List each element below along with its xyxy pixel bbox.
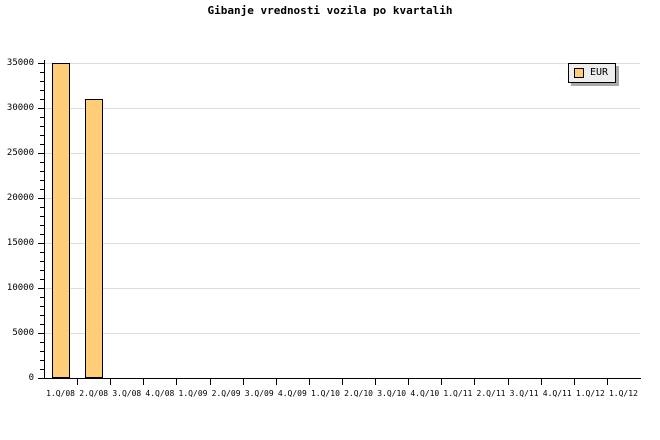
y-axis-tick-label: 35000 [6,58,34,68]
x-axis-tick [474,379,475,385]
y-axis-minor-tick [40,171,44,172]
x-axis-tick [176,379,177,385]
gridline [44,63,640,64]
x-axis-tick-label: 1.Q/09 [178,389,208,398]
y-axis-minor-tick [40,135,44,136]
x-axis-tick-label: 3.Q/10 [377,389,407,398]
y-axis-minor-tick [40,117,44,118]
x-axis-tick-label: 2.Q/09 [211,389,241,398]
y-axis-minor-tick [40,270,44,271]
gridline [44,288,640,289]
y-axis-minor-tick [40,144,44,145]
bar[interactable] [85,99,103,378]
x-axis-line [44,378,641,379]
y-axis-tick-label: 30000 [6,103,34,113]
y-axis-tick-label: 15000 [6,238,34,248]
x-axis-tick-label: 1.Q/11 [443,389,473,398]
y-axis-tick [38,378,44,379]
gridline [44,198,640,199]
x-axis-tick [110,379,111,385]
legend-label-eur: EUR [590,67,609,78]
y-axis-tick-label: 5000 [12,328,34,338]
x-axis-tick-label: 4.Q/09 [277,389,307,398]
y-axis-minor-tick [40,126,44,127]
x-axis-tick [276,379,277,385]
y-axis-tick-label: 0 [28,373,34,383]
x-axis-tick-label: 1.Q/08 [46,389,75,398]
x-axis-tick-label: 2.Q/11 [476,389,506,398]
y-axis-tick [38,243,44,244]
x-axis-tick [77,379,78,385]
x-axis-tick [243,379,244,385]
y-axis-tick [38,288,44,289]
x-axis-tick [375,379,376,385]
x-axis-tick-label: 2.Q/08 [79,389,109,398]
x-axis-tick [309,379,310,385]
y-axis-minor-tick [40,324,44,325]
y-axis-minor-tick [40,189,44,190]
y-axis-minor-tick [40,360,44,361]
x-axis-tick [508,379,509,385]
y-axis-tick [38,333,44,334]
y-axis-tick [38,153,44,154]
x-axis-tick-label: 4.Q/08 [145,389,175,398]
gridline [44,243,640,244]
x-axis-tick-label: 3.Q/09 [244,389,274,398]
y-axis-minor-tick [40,162,44,163]
x-axis-tick [607,379,608,385]
gridline [44,108,640,109]
x-axis-tick [143,379,144,385]
bar[interactable] [52,63,70,378]
y-axis-minor-tick [40,234,44,235]
y-axis-tick-label: 20000 [6,193,34,203]
x-axis-tick [408,379,409,385]
y-axis-minor-tick [40,261,44,262]
x-axis-tick-label: 2.Q/10 [344,389,373,398]
y-axis-minor-tick [40,306,44,307]
y-axis-minor-tick [40,351,44,352]
x-axis-tick [574,379,575,385]
y-axis-minor-tick [40,99,44,100]
plot-area [44,63,640,378]
y-axis-minor-tick [40,297,44,298]
x-axis-tick-label: 4.Q/10 [410,389,440,398]
legend-swatch-eur [574,68,584,78]
y-axis-tick [38,63,44,64]
x-axis-tick-label: 1.Q/10 [310,389,340,398]
x-axis-tick [541,379,542,385]
y-axis-minor-tick [40,252,44,253]
y-axis-minor-tick [40,315,44,316]
x-axis-tick-label: 3.Q/08 [112,389,142,398]
y-axis-minor-tick [40,90,44,91]
y-axis-minor-tick [40,369,44,370]
x-axis-tick-label: 1.Q/12 [608,389,638,398]
gridline [44,153,640,154]
y-axis-minor-tick [40,180,44,181]
chart-legend[interactable]: EUR [568,63,617,83]
y-axis-tick-label: 10000 [6,283,34,293]
x-axis-tick-label: 4.Q/11 [542,389,572,398]
y-axis-tick-label: 25000 [6,148,34,158]
y-axis-tick [38,198,44,199]
y-axis-line [44,60,45,379]
y-axis-minor-tick [40,342,44,343]
y-axis-minor-tick [40,279,44,280]
chart-title: Gibanje vrednosti vozila po kvartalih [207,4,453,17]
x-axis-tick-label: 1.Q/12 [575,389,605,398]
x-axis-tick [342,379,343,385]
y-axis-minor-tick [40,207,44,208]
y-axis-minor-tick [40,225,44,226]
y-axis-minor-tick [40,72,44,73]
x-axis-tick-label: 3.Q/11 [509,389,539,398]
y-axis-minor-tick [40,216,44,217]
x-axis-tick [441,379,442,385]
x-axis-tick [210,379,211,385]
y-axis-minor-tick [40,81,44,82]
gridline [44,333,640,334]
y-axis-tick [38,108,44,109]
